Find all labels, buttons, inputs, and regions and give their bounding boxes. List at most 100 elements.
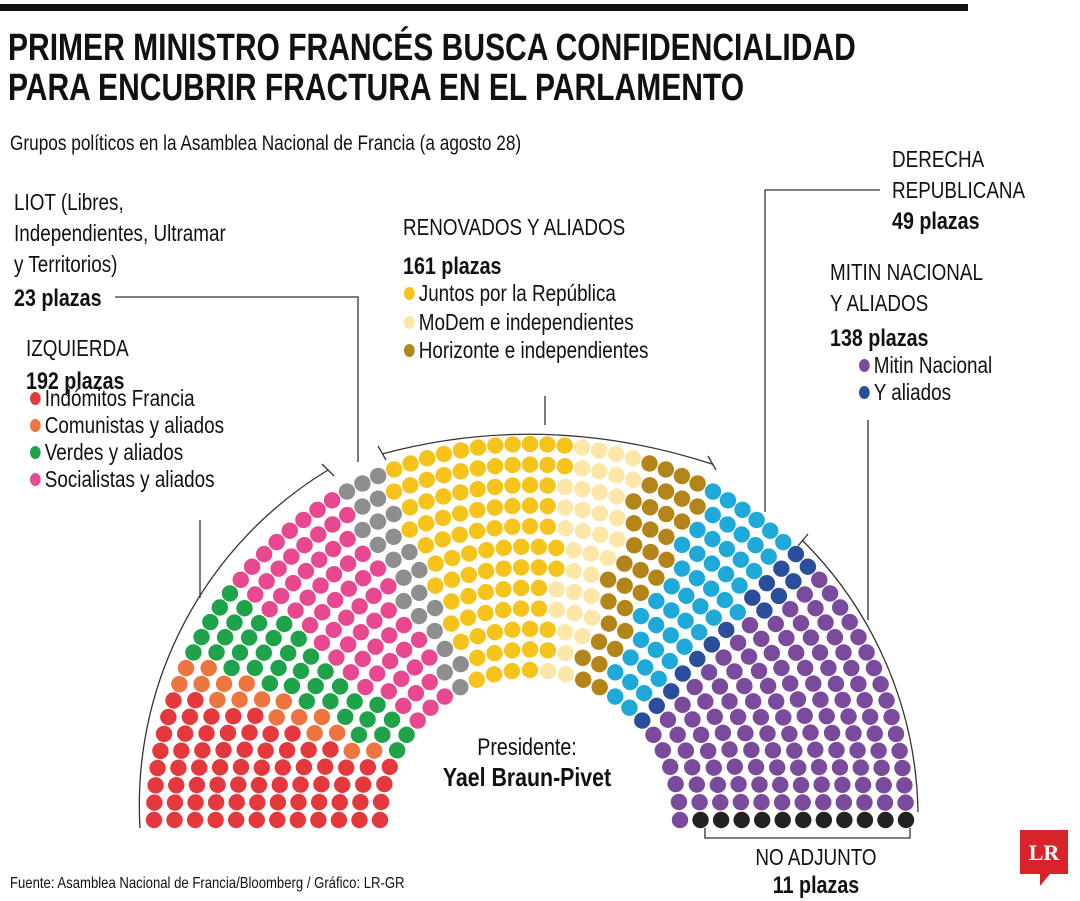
seat — [714, 724, 732, 742]
seat — [734, 501, 751, 519]
seat — [705, 609, 722, 626]
seat — [599, 549, 616, 567]
seat — [295, 511, 312, 529]
legend-item: Y aliados — [859, 377, 951, 408]
seat — [759, 677, 777, 695]
seat — [296, 537, 313, 554]
seat — [673, 467, 691, 485]
seat — [215, 741, 232, 759]
seat — [351, 598, 368, 615]
seat — [521, 476, 539, 494]
seat — [231, 691, 248, 708]
seat — [747, 537, 764, 554]
seat — [236, 741, 253, 758]
logo-tail — [1040, 874, 1050, 886]
seat — [211, 759, 229, 776]
seat — [240, 629, 258, 646]
seat — [316, 758, 334, 775]
group-name: RENOVADOS Y ALIADOS — [403, 214, 626, 240]
seat — [421, 649, 438, 666]
seat — [763, 644, 781, 662]
seat — [339, 530, 356, 548]
source: Fuente: Asamblea Nacional de Francia/Blo… — [10, 875, 405, 892]
seat — [748, 511, 765, 529]
seat — [314, 604, 331, 621]
seat — [381, 758, 398, 776]
legend-swatch — [859, 386, 870, 399]
seat — [608, 509, 626, 527]
seat — [436, 688, 453, 705]
seat — [703, 580, 720, 597]
seat — [565, 562, 583, 580]
seat — [388, 742, 406, 759]
seat — [186, 811, 204, 829]
seat — [385, 461, 403, 478]
seat — [815, 811, 833, 829]
seat — [726, 663, 743, 680]
seat — [486, 499, 504, 516]
legend-swatch — [30, 446, 41, 459]
seat — [795, 811, 812, 829]
group-seats: 161 plazas — [403, 253, 502, 280]
seat — [802, 724, 819, 741]
seat — [146, 794, 163, 811]
seat — [486, 458, 504, 475]
seat — [395, 592, 412, 610]
seat — [165, 692, 182, 709]
seat — [751, 776, 768, 793]
legend-item: Indómitos Francia — [30, 383, 195, 414]
seat — [688, 569, 706, 587]
seat — [434, 509, 452, 527]
seat — [241, 724, 258, 741]
seat — [253, 691, 271, 708]
seat — [187, 794, 204, 811]
seat — [539, 497, 556, 515]
seat — [451, 505, 469, 522]
seat — [689, 650, 706, 668]
seat — [380, 578, 397, 595]
seat — [625, 493, 642, 510]
seat — [323, 492, 341, 509]
seat — [670, 793, 688, 811]
seat — [173, 742, 190, 759]
seat — [202, 613, 219, 631]
seat — [402, 455, 419, 472]
seat — [160, 708, 177, 726]
seat — [339, 555, 357, 572]
seat — [486, 644, 503, 662]
seat — [486, 478, 504, 496]
seat — [311, 551, 328, 568]
seat — [247, 586, 264, 603]
seat — [401, 499, 419, 516]
seat — [700, 664, 718, 681]
seat — [773, 794, 791, 811]
seat — [574, 522, 592, 540]
seat — [194, 742, 211, 759]
seat — [876, 794, 894, 811]
seat — [243, 558, 261, 575]
seat — [745, 562, 763, 580]
seat — [556, 623, 574, 641]
seat — [743, 741, 760, 759]
seat — [168, 776, 185, 794]
seat — [566, 604, 583, 622]
seat — [187, 692, 204, 709]
seat — [811, 571, 828, 588]
seat — [729, 604, 746, 621]
seat — [582, 545, 600, 562]
seat — [177, 659, 195, 677]
seat — [504, 436, 521, 453]
seat — [796, 586, 813, 603]
seat — [436, 640, 454, 658]
legend-label: MoDem e independientes — [418, 308, 634, 335]
seat — [574, 628, 591, 645]
seat — [261, 675, 279, 692]
seat — [699, 742, 717, 760]
seat — [236, 600, 253, 617]
seat — [409, 712, 426, 729]
seat — [521, 497, 539, 514]
seat — [737, 725, 754, 742]
seat — [787, 545, 805, 563]
seat — [673, 536, 691, 554]
